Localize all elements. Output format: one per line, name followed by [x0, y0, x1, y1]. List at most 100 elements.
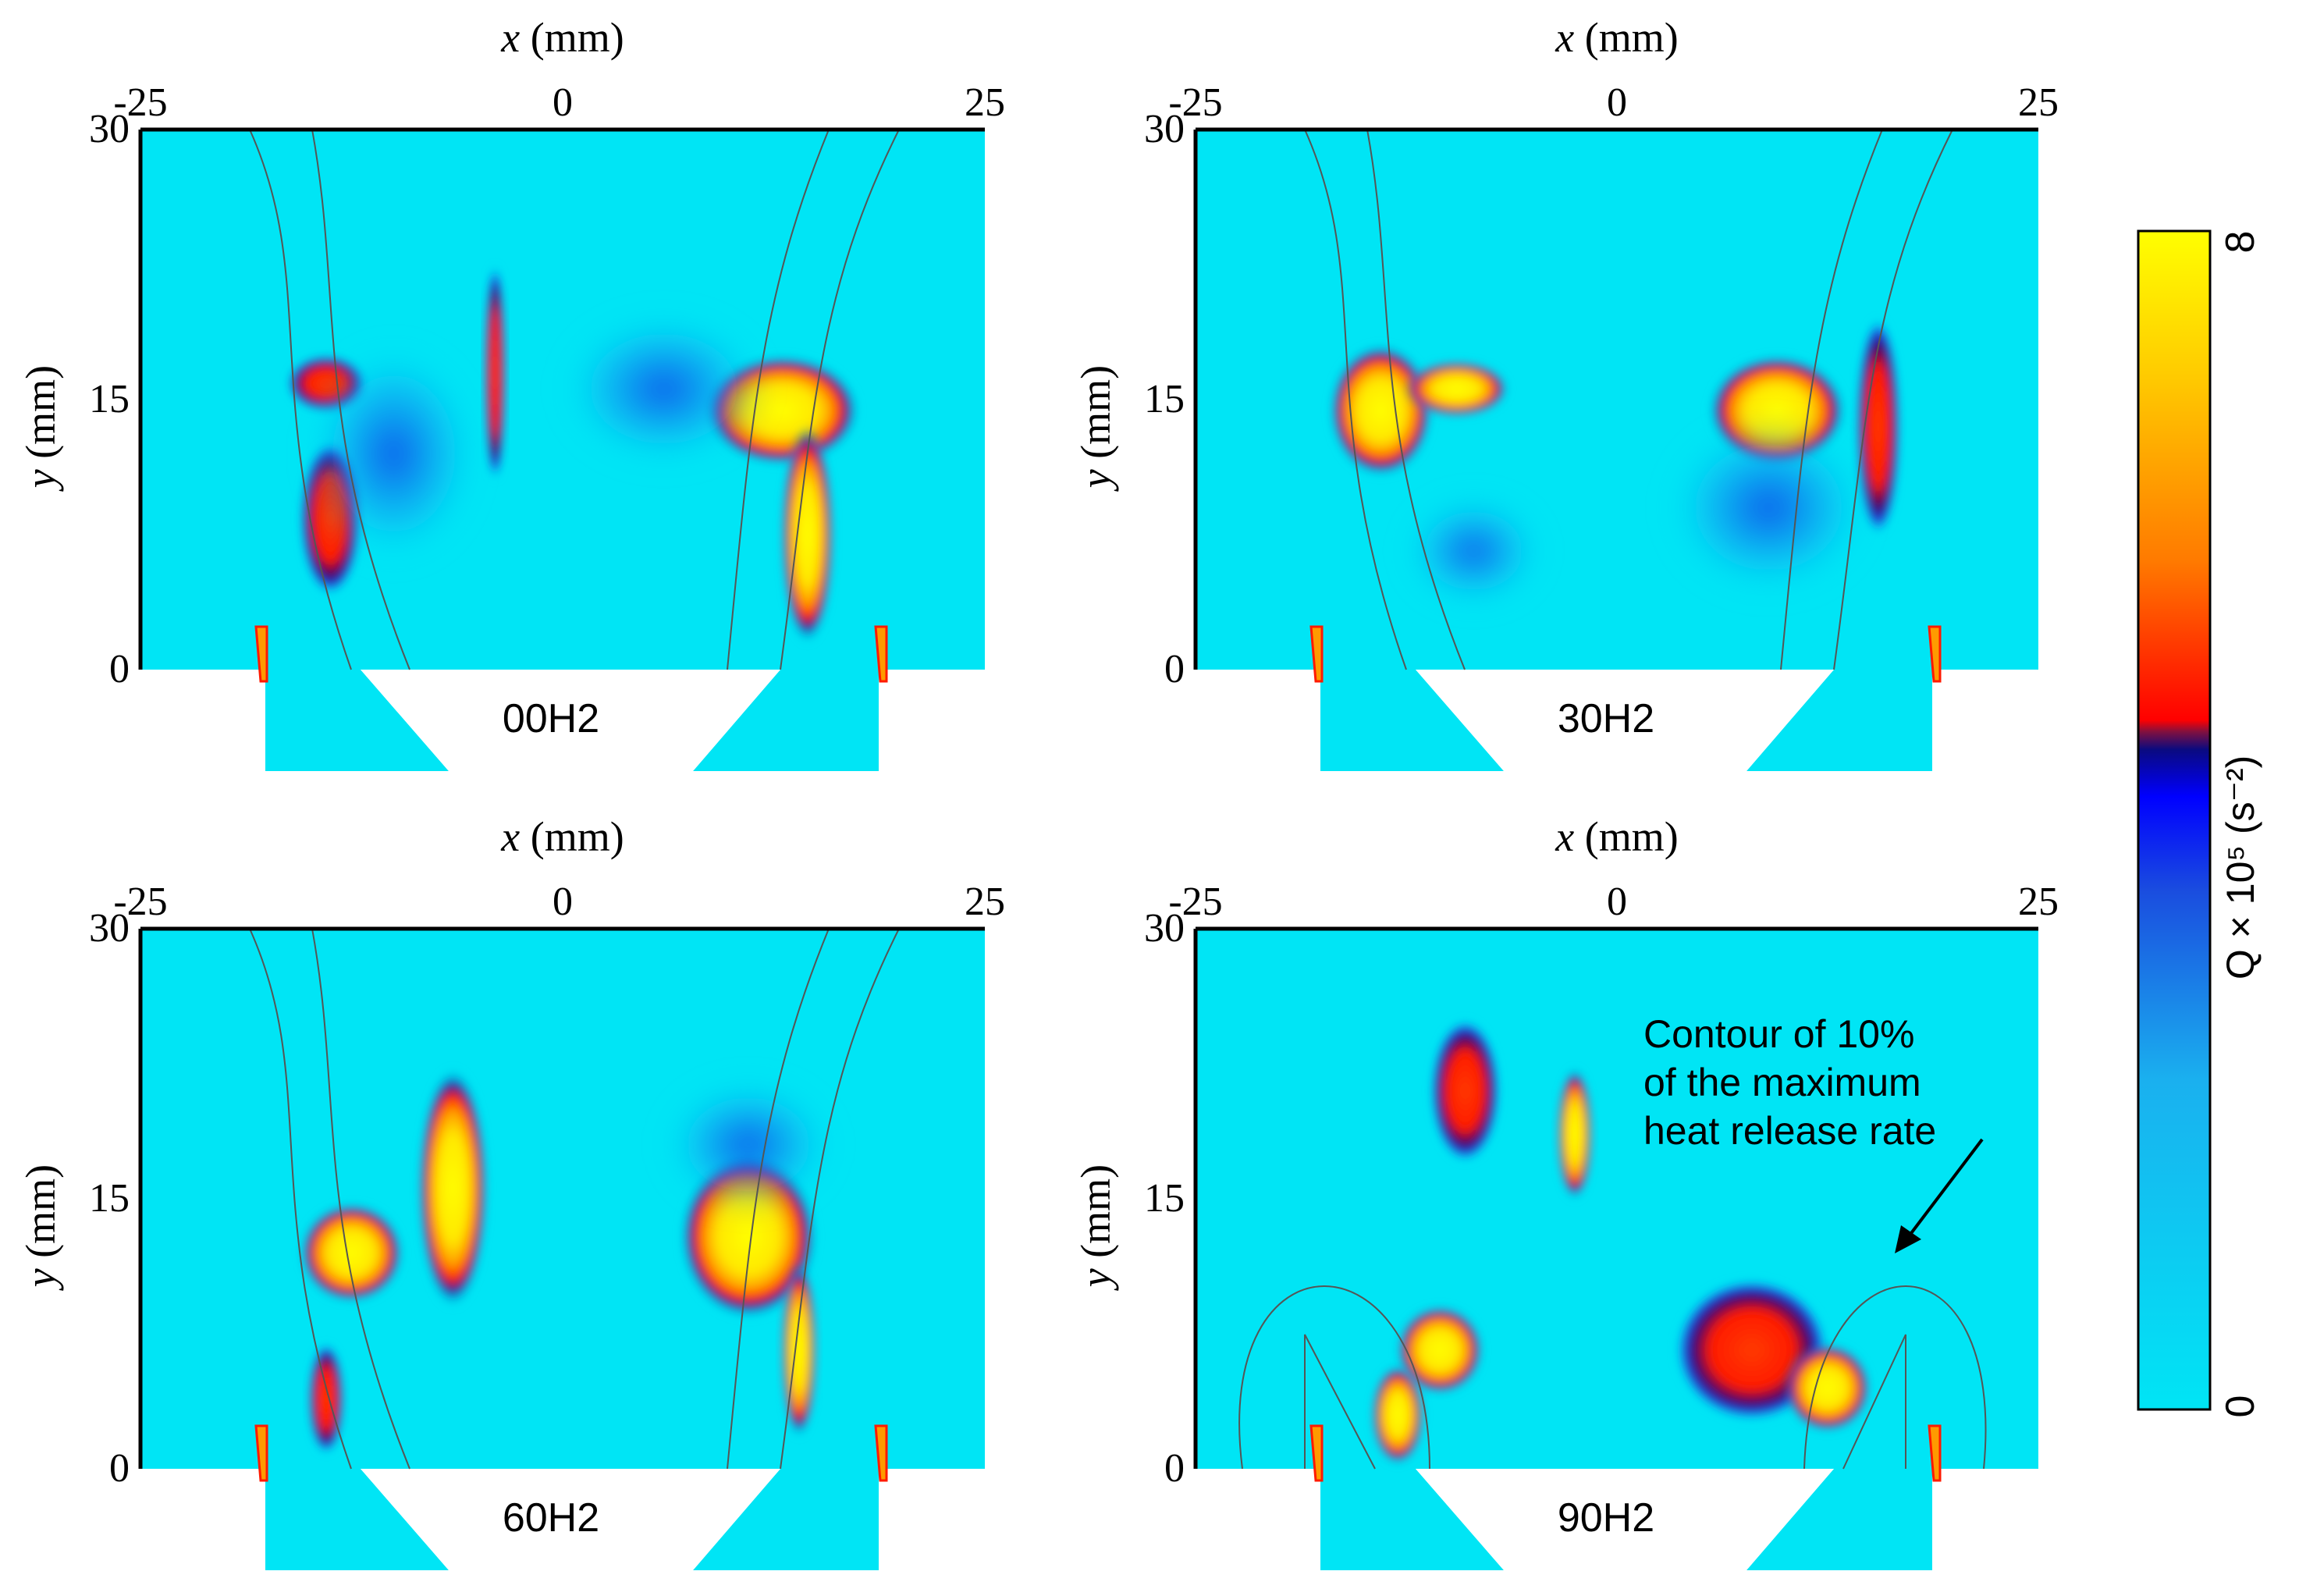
- contour-lines: [1304, 129, 1953, 670]
- y-tick-label: 30: [1144, 107, 1185, 151]
- x-tick-label: 25: [2018, 880, 2059, 924]
- x-axis-var: x: [500, 14, 520, 61]
- contour-left-outer: [249, 129, 352, 670]
- heat-region-2: [1406, 361, 1508, 416]
- panel-label: 90H2: [1558, 1495, 1654, 1541]
- heat-region-6: [1786, 1344, 1870, 1431]
- heat-region-5: [782, 426, 833, 643]
- y-axis-var: y: [1072, 1268, 1119, 1291]
- colorbar-gradient: [2137, 229, 2212, 1411]
- heat-release-regions: [1372, 1020, 1870, 1464]
- y-tick-label: 15: [1144, 377, 1185, 421]
- y-axis-var: y: [17, 1268, 64, 1291]
- heat-region-5: [309, 1344, 343, 1453]
- x-tick-label: -25: [113, 80, 167, 125]
- contour-right-outer: [1833, 129, 1953, 670]
- heat-region-1: [1431, 1020, 1499, 1161]
- y-axis-unit: (mm): [17, 365, 64, 469]
- x-tick-label: 0: [1607, 80, 1627, 125]
- x-tick-label: -25: [113, 880, 167, 924]
- heat-region-3: [1398, 1306, 1483, 1394]
- heat-region-2: [1558, 1068, 1592, 1199]
- x-tick-label: -25: [1168, 880, 1222, 924]
- contour-right-outer: [780, 129, 900, 670]
- x-axis-var: x: [500, 813, 520, 860]
- wall-flame: [1309, 1424, 1942, 1482]
- contour-left-inner: [311, 129, 410, 670]
- y-tick-label: 0: [109, 647, 130, 691]
- heat-region-6: [563, 313, 766, 465]
- heat-region-1: [300, 1203, 403, 1302]
- wall-flame: [1309, 625, 1942, 683]
- contour-right-inner: [727, 928, 830, 1470]
- y-tick-label: 15: [89, 377, 130, 421]
- x-axis-title: x (mm): [1555, 14, 1678, 61]
- x-tick-label: 0: [553, 880, 573, 924]
- x-tick-label: 0: [1607, 880, 1627, 924]
- x-axis-unit: (mm): [1574, 14, 1678, 61]
- annotation-arrow-line: [1903, 1138, 1984, 1244]
- contour-left-arch: [1238, 1285, 1430, 1470]
- y-tick-label: 0: [1164, 647, 1185, 691]
- heat-release-regions: [288, 265, 858, 643]
- y-axis-title: y (mm): [17, 1164, 64, 1291]
- x-tick-label: 25: [2018, 80, 2059, 125]
- annotation-line: heat release rate: [1643, 1109, 1936, 1153]
- y-axis-var: y: [1072, 469, 1119, 492]
- y-tick-label: 30: [1144, 906, 1185, 951]
- colorbar-title: Q × 10⁵ (s⁻²): [2219, 755, 2262, 979]
- heat-region-3: [485, 265, 506, 481]
- wall-flame: [254, 625, 888, 683]
- x-tick-label: 25: [965, 80, 1005, 125]
- field-background: [1196, 130, 2038, 670]
- x-axis-title: x (mm): [500, 813, 624, 860]
- nozzle-region: [1320, 670, 1932, 771]
- contour-left-inner: [311, 928, 410, 1470]
- x-axis-unit: (mm): [1574, 813, 1678, 860]
- annotation-arrow-head: [1895, 1225, 1921, 1253]
- field-background: [140, 929, 985, 1469]
- annotation-line: of the maximum: [1643, 1061, 1921, 1104]
- y-tick-label: 30: [89, 906, 130, 951]
- contour-right-outer: [780, 928, 900, 1470]
- annotation-line: Contour of 10%: [1643, 1012, 1914, 1056]
- heat-region-6: [1667, 421, 1870, 595]
- contour-right-inner: [1842, 1334, 1906, 1470]
- contour-annotation: Contour of 10% of the maximum heat release…: [1643, 1012, 1984, 1253]
- nozzle-region: [265, 670, 879, 771]
- panel-30h2: -25 0 25 0 15 30 x (mm) y (mm) 30H2: [1072, 14, 2059, 771]
- x-tick-label: 25: [965, 880, 1005, 924]
- panel-label: 30H2: [1558, 696, 1654, 741]
- x-axis-title: x (mm): [500, 14, 624, 61]
- colorbar: 8 0 Q × 10⁵ (s⁻²): [2137, 229, 2263, 1417]
- y-tick-label: 0: [1164, 1446, 1185, 1491]
- nozzle-region: [265, 1469, 879, 1570]
- heat-region-1: [1330, 345, 1432, 475]
- y-axis-title: y (mm): [17, 365, 64, 492]
- y-tick-label: 15: [89, 1176, 130, 1221]
- nozzle-gap: [361, 670, 780, 771]
- nozzle-gap: [1416, 670, 1834, 771]
- y-axis-title: y (mm): [1072, 365, 1119, 492]
- nozzle-region: [1320, 1469, 1932, 1570]
- heat-release-regions: [300, 1068, 833, 1453]
- heat-release-regions: [1330, 318, 1899, 605]
- heat-region-4: [1857, 318, 1899, 535]
- y-axis-unit: (mm): [17, 1164, 64, 1268]
- x-tick-label: -25: [1168, 80, 1222, 125]
- contour-left-inner: [1366, 129, 1466, 670]
- x-axis-unit: (mm): [520, 14, 624, 61]
- contour-lines: [249, 928, 900, 1470]
- heat-region-6: [663, 1079, 833, 1210]
- x-tick-label: 0: [553, 80, 573, 125]
- heat-region-7: [309, 345, 478, 562]
- field-background: [140, 130, 985, 670]
- y-tick-label: 0: [109, 1446, 130, 1491]
- x-axis-unit: (mm): [520, 813, 624, 860]
- colorbar-max-label: 8: [2218, 231, 2263, 254]
- contour-left-inner: [1304, 1334, 1376, 1470]
- y-tick-label: 30: [89, 107, 130, 151]
